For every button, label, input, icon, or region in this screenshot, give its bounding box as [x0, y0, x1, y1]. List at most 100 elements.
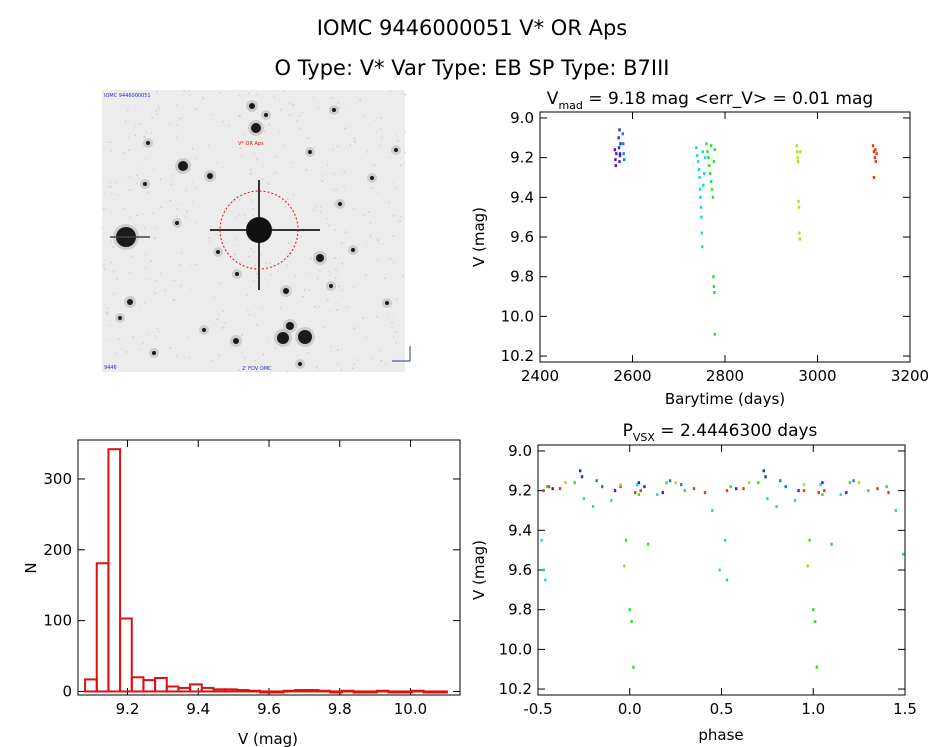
ph-ytick-label: 10.0 [499, 640, 532, 658]
noise-pixel [340, 187, 342, 190]
noise-pixel [152, 212, 154, 214]
noise-pixel [137, 268, 140, 270]
noise-pixel [333, 97, 335, 99]
noise-pixel [250, 172, 252, 175]
ph-point [817, 491, 820, 495]
noise-pixel [315, 205, 318, 208]
noise-pixel [239, 147, 242, 149]
hist-ytick-label: 100 [43, 612, 72, 630]
noise-pixel [240, 259, 242, 261]
target-star [210, 180, 320, 290]
lc-point [703, 156, 707, 160]
histogram-bar [235, 689, 250, 693]
noise-pixel [238, 95, 241, 97]
noise-pixel [307, 352, 309, 354]
noise-pixel [331, 254, 334, 256]
noise-pixel [191, 181, 194, 184]
noise-pixel [316, 277, 319, 280]
noise-pixel [102, 147, 105, 149]
ph-point [734, 487, 738, 491]
lc-point [708, 164, 711, 168]
noise-pixel [402, 353, 405, 356]
noise-pixel [228, 342, 230, 344]
noise-pixel [252, 213, 254, 216]
ph-point [764, 475, 767, 479]
noise-pixel [365, 336, 367, 339]
noise-pixel [108, 363, 111, 366]
noise-pixel [318, 336, 321, 339]
noise-pixel [226, 170, 228, 172]
noise-pixel [365, 244, 367, 247]
noise-pixel [139, 200, 142, 202]
noise-pixel [110, 241, 113, 243]
ph-point [775, 505, 778, 509]
noise-pixel [212, 135, 214, 137]
noise-pixel [383, 198, 386, 200]
noise-pixel [268, 123, 270, 126]
noise-pixel [222, 327, 224, 329]
noise-pixel [142, 141, 144, 143]
noise-pixel [333, 172, 335, 175]
lightcurve-axes: 2400 2600 2800 3000 3200 9.0 9.2 9.4 9.6 9.8 10.0 1… [501, 109, 930, 385]
noise-pixel [178, 257, 180, 259]
lc-point [618, 154, 622, 158]
histogram-bar [340, 689, 355, 693]
noise-pixel [375, 246, 377, 248]
lightcurve-frame [539, 111, 911, 363]
noise-pixel [310, 267, 312, 269]
star [152, 351, 156, 355]
noise-pixel [329, 310, 331, 313]
noise-pixel [184, 215, 186, 218]
noise-pixel [235, 115, 238, 117]
noise-pixel [175, 136, 177, 139]
noise-pixel [256, 158, 259, 160]
noise-pixel [331, 117, 333, 119]
noise-pixel [359, 98, 361, 101]
lc-point [619, 142, 622, 146]
histogram-bar [364, 690, 378, 694]
noise-pixel [377, 258, 379, 261]
noise-pixel [325, 165, 327, 167]
noise-pixel [399, 220, 401, 222]
noise-pixel [311, 327, 314, 329]
noise-pixel [108, 367, 110, 370]
noise-pixel [302, 230, 305, 233]
star [118, 316, 122, 320]
noise-pixel [234, 216, 237, 219]
noise-pixel [296, 222, 299, 225]
noise-pixel [384, 99, 386, 102]
noise-pixel [327, 138, 330, 141]
noise-pixel [127, 136, 130, 138]
noise-pixel [255, 324, 258, 326]
noise-pixel [183, 306, 186, 308]
noise-pixel [141, 153, 143, 156]
sky-image-panel: IOMC 9446000051 V* OR Aps 9446 2' FOV OM… [102, 90, 411, 373]
noise-pixel [266, 280, 269, 283]
noise-pixel [116, 278, 118, 280]
noise-pixel [286, 349, 288, 352]
noise-pixel [166, 197, 169, 199]
star [207, 173, 213, 179]
ph-ytick-label: 10.2 [499, 680, 532, 698]
noise-pixel [252, 252, 254, 255]
noise-pixel [202, 205, 204, 208]
noise-pixel [330, 350, 332, 353]
noise-pixel [138, 343, 140, 346]
noise-pixel [395, 134, 398, 136]
noise-pixel [336, 362, 339, 365]
ph-point [718, 568, 721, 572]
noise-pixel [212, 324, 215, 326]
noise-pixel [171, 175, 173, 177]
noise-pixel [298, 152, 301, 155]
noise-pixel [205, 297, 208, 299]
noise-pixel [187, 335, 189, 338]
ph-point [573, 481, 576, 485]
histogram-bar [107, 448, 122, 693]
noise-pixel [145, 158, 147, 161]
lc-point [697, 168, 701, 172]
noise-pixel [138, 177, 140, 180]
ph-point [723, 538, 727, 542]
compass-icon [392, 346, 411, 362]
noise-pixel [103, 365, 105, 368]
noise-pixel [388, 201, 390, 204]
